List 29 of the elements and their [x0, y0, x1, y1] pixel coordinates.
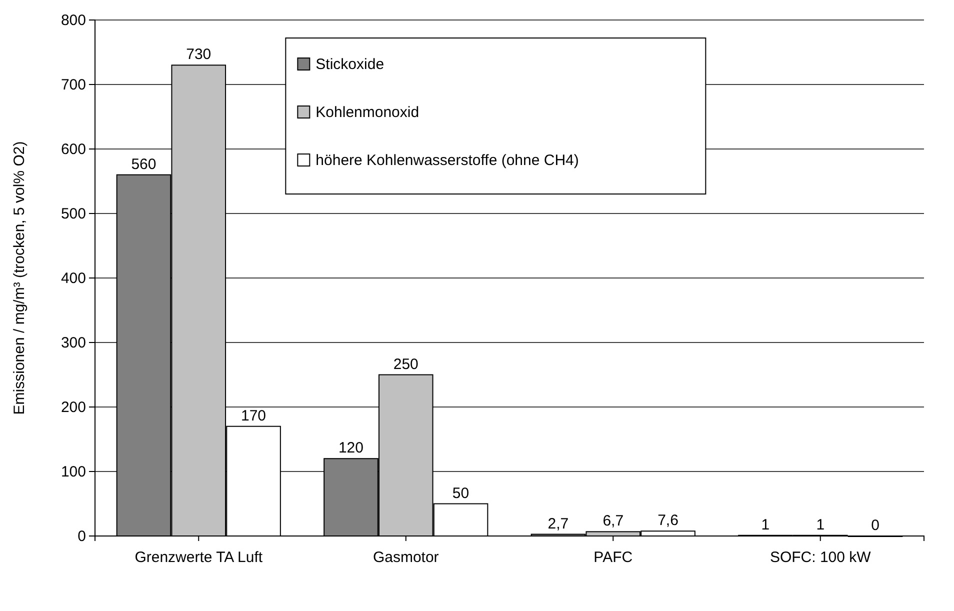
y-tick-label: 800 [60, 12, 86, 29]
x-tick-label: PAFC [594, 549, 633, 566]
data-label: 560 [131, 156, 156, 173]
data-label: 730 [186, 46, 212, 64]
data-label: 170 [241, 407, 266, 424]
x-tick-label: Grenzwerte TA Luft [134, 549, 264, 566]
y-tick-label: 100 [60, 463, 86, 480]
data-label: 50 [452, 484, 470, 502]
y-tick-label: 0 [78, 528, 86, 545]
data-label: 2,7 [548, 515, 569, 532]
data-label: 120 [338, 440, 364, 457]
y-tick-label: 700 [60, 76, 86, 94]
x-tick-label: SOFC: 100 kW [770, 549, 872, 566]
legend-label: höhere Kohlenwasserstoffe (ohne CH4) [316, 152, 579, 169]
legend-label: Kohlenmonoxid [316, 104, 420, 121]
legend-label: Stickoxide [316, 56, 384, 73]
data-label: 0 [871, 517, 880, 534]
x-tick-label: Gasmotor [372, 549, 439, 566]
y-tick-label: 200 [60, 398, 86, 416]
y-tick-label: 500 [60, 205, 86, 222]
data-label: 1 [816, 516, 825, 534]
y-tick-label: 400 [60, 270, 86, 287]
y-tick-label: 600 [60, 140, 86, 158]
y-tick-label: 300 [60, 334, 86, 352]
data-label: 6,7 [602, 512, 624, 530]
data-label: 250 [393, 356, 418, 373]
data-label: 7,6 [658, 512, 678, 530]
data-label: 1 [761, 516, 770, 534]
y-axis-title: Emissionen / mg/m³ (trocken, 5 vol% O2) [11, 141, 28, 415]
